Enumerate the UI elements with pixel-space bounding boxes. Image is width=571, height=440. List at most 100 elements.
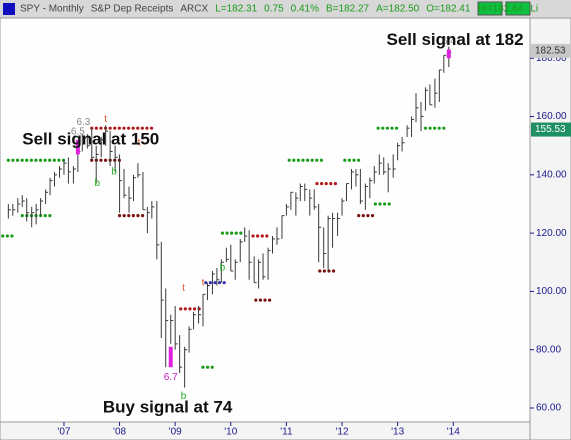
count-label: b	[181, 391, 187, 402]
stop-dot	[315, 181, 319, 186]
stop-dot	[29, 158, 33, 162]
stop-dot	[201, 365, 205, 369]
y-tick-label: 120.00	[536, 228, 567, 239]
stop-dot	[292, 158, 296, 162]
stop-dot	[385, 126, 389, 130]
stop-dot	[315, 158, 319, 162]
stop-dot	[179, 307, 183, 311]
price-flag	[531, 43, 571, 58]
stop-dot	[347, 158, 352, 162]
stop-dot	[6, 158, 10, 162]
y-tick-label: 180.00	[536, 53, 567, 64]
signal-bar	[446, 49, 451, 59]
stop-dot	[442, 126, 446, 130]
stop-dot	[220, 231, 225, 235]
stop-dot	[126, 126, 131, 130]
stop-level	[251, 234, 269, 238]
stop-dot	[378, 202, 382, 206]
stop-dot	[103, 158, 108, 162]
stop-level	[357, 214, 375, 218]
annotation: Sell signal at 150	[22, 129, 159, 148]
header-text: ARCX	[180, 4, 208, 15]
stop-dot	[20, 214, 24, 218]
stop-dot	[387, 202, 391, 206]
stop-dot	[52, 158, 56, 162]
stop-dot	[43, 158, 47, 162]
stop-dot	[382, 202, 387, 206]
price-flag	[531, 122, 571, 137]
stop-dot	[318, 269, 322, 273]
stop-dot	[381, 126, 385, 130]
stop-dot	[140, 126, 144, 130]
stop-dot	[197, 307, 201, 311]
stop-dot	[136, 126, 140, 130]
count-label: 6.3	[76, 117, 90, 128]
symbol-icon	[3, 3, 15, 15]
stop-dot	[230, 231, 234, 235]
stop-dot	[343, 158, 347, 162]
stop-dot	[319, 181, 324, 186]
stop-dot	[38, 158, 43, 162]
stop-dot	[329, 181, 333, 186]
header-text: 0.75	[264, 4, 284, 15]
count-label: b	[220, 263, 226, 274]
stop-dot	[192, 307, 197, 311]
stop-dot	[145, 126, 149, 130]
stop-dot	[15, 158, 20, 162]
signal-label: 6.5	[71, 126, 85, 137]
signal-bar	[75, 139, 80, 155]
stop-dot	[423, 126, 428, 130]
stop-dot	[265, 234, 269, 238]
stop-dot	[131, 214, 135, 218]
stop-level	[423, 126, 446, 130]
stop-level	[315, 181, 337, 186]
stop-level	[220, 231, 243, 235]
stop-level	[201, 365, 214, 369]
status-box	[477, 1, 503, 16]
y-tick-label: 140.00	[536, 169, 567, 180]
count-label: b	[95, 178, 101, 189]
stop-dot	[324, 181, 328, 186]
price-flag-label: 155.53	[535, 124, 566, 135]
stop-dot	[10, 234, 14, 238]
stop-dot	[373, 202, 377, 206]
stop-dot	[48, 158, 52, 162]
stop-dot	[331, 269, 336, 273]
y-axis-area	[529, 17, 571, 440]
stop-dot	[136, 214, 140, 218]
stop-dot	[213, 281, 217, 285]
stop-dot	[263, 298, 267, 302]
stop-dot	[127, 214, 131, 218]
y-tick-label: 100.00	[536, 286, 567, 297]
stop-dot	[20, 158, 24, 162]
stop-dot	[122, 126, 126, 130]
stop-dot	[296, 158, 300, 162]
stop-dot	[149, 126, 154, 130]
stop-dot	[433, 126, 437, 130]
header-text: S&P Dep Receipts	[91, 4, 174, 15]
status-box	[505, 1, 531, 16]
stop-dot	[57, 158, 61, 162]
stop-dot	[268, 298, 272, 302]
stop-dot	[390, 126, 394, 130]
stop-dot	[204, 281, 208, 285]
stop-dot	[1, 234, 5, 238]
y-tick-label: 60.00	[536, 403, 561, 414]
stop-dot	[222, 281, 226, 285]
stop-dot	[117, 126, 121, 130]
count-label: t	[104, 114, 107, 125]
stop-dot	[108, 126, 112, 130]
stop-dot	[99, 158, 103, 162]
stop-dot	[310, 158, 314, 162]
stop-dot	[437, 126, 441, 130]
x-axis-area	[0, 421, 531, 440]
header-text: Li	[530, 4, 538, 15]
stop-dot	[287, 158, 291, 162]
stop-level	[376, 126, 399, 130]
stop-dot	[394, 126, 399, 130]
y-tick-label: 160.00	[536, 111, 567, 122]
stop-dot	[352, 158, 356, 162]
stop-dot	[357, 214, 361, 218]
stop-dot	[428, 126, 432, 130]
x-tick-label: '10	[224, 427, 237, 438]
